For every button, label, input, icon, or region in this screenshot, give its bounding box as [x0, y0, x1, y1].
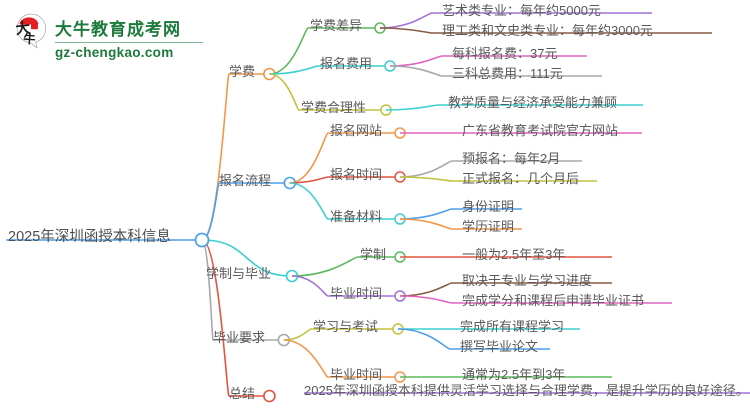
svg-text:牛: 牛: [23, 31, 36, 47]
